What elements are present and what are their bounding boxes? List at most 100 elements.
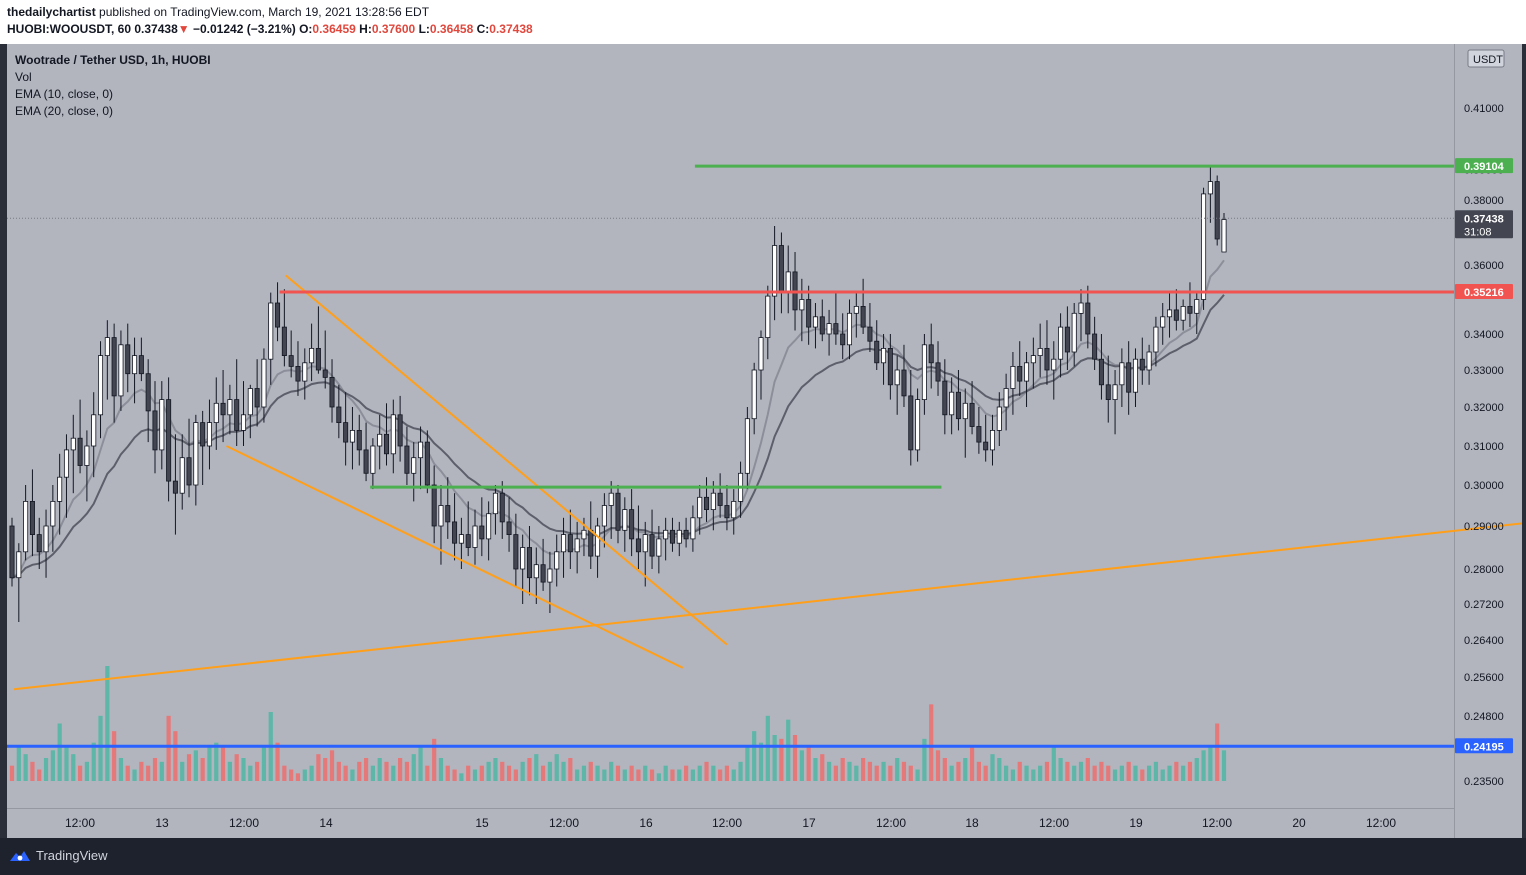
candle-body	[1119, 362, 1125, 386]
volume-bar	[445, 765, 450, 781]
candle-body	[1153, 326, 1159, 353]
volume-bar	[1085, 758, 1090, 781]
volume-bar	[275, 742, 280, 781]
price-tick-label: 0.31000	[1464, 441, 1504, 453]
candle-body	[1180, 305, 1186, 321]
volume-bar	[643, 765, 648, 781]
volume-bar	[30, 761, 35, 781]
volume-bar	[418, 746, 423, 781]
volume-bar	[575, 769, 580, 781]
volume-bar	[806, 746, 811, 781]
volume-bar	[765, 715, 770, 781]
volume-bar	[336, 761, 341, 781]
candle-body	[1214, 181, 1220, 240]
volume-bar	[398, 758, 403, 781]
legend-ema20[interactable]: EMA (20, close, 0)	[15, 104, 114, 118]
volume-bar	[615, 765, 621, 781]
candle-body	[697, 496, 703, 519]
candle-body	[193, 422, 199, 486]
volume-bar	[241, 758, 246, 781]
volume-bar	[697, 765, 702, 781]
legend-volume[interactable]: Vol	[15, 70, 32, 84]
candle-body	[84, 445, 90, 466]
volume-bar	[908, 765, 913, 781]
candle-body	[288, 355, 294, 367]
tradingview-logo[interactable]: TradingView	[8, 848, 108, 863]
candle-body	[669, 529, 675, 544]
candle-body	[397, 414, 403, 447]
volume-bar	[343, 765, 348, 781]
candle-body	[629, 509, 635, 540]
volume-bar	[1201, 750, 1206, 781]
time-tick-label: 18	[965, 816, 979, 830]
candle-body	[635, 538, 641, 553]
legend-ema10[interactable]: EMA (10, close, 0)	[15, 87, 114, 101]
volume-bar	[622, 769, 627, 781]
volume-bar	[568, 758, 573, 781]
volume-bar	[1051, 746, 1056, 781]
price-label-box	[1455, 284, 1513, 299]
candle-body	[1085, 302, 1091, 335]
candle-body	[98, 355, 104, 416]
price-tick-label: 0.27200	[1464, 599, 1504, 611]
price-tick-label: 0.30000	[1464, 480, 1504, 492]
candle-body	[860, 305, 866, 328]
candle-body	[928, 344, 934, 364]
candle-body	[608, 492, 614, 506]
price-label-value: 0.37438	[1464, 213, 1504, 225]
volume-bar	[152, 758, 158, 781]
volume-bar	[963, 758, 968, 781]
volume-bar	[527, 758, 532, 781]
candle-body	[472, 525, 478, 548]
volume-bar	[861, 758, 866, 781]
close-value: 0.37438	[489, 22, 533, 36]
volume-bar	[602, 769, 607, 781]
candle-body	[751, 369, 757, 420]
candle-body	[268, 302, 274, 360]
candle-body	[615, 492, 621, 531]
candle-body	[295, 365, 301, 382]
candle-body	[1126, 362, 1132, 393]
candle-body	[588, 529, 594, 557]
candle-body	[16, 551, 22, 579]
chart-area[interactable]: 0.410000.390000.380000.360000.340000.330…	[7, 44, 1526, 838]
candle-body	[649, 534, 655, 557]
candle-body	[1003, 388, 1009, 408]
volume-bar	[432, 738, 437, 781]
candle-body	[1078, 302, 1084, 314]
volume-bar	[391, 765, 396, 781]
candle-body	[220, 402, 226, 416]
volume-bar	[1181, 765, 1186, 781]
time-tick-label: 15	[475, 816, 489, 830]
volume-bar	[704, 761, 709, 781]
volume-bar	[105, 666, 110, 781]
time-tick-label: 12:00	[1202, 816, 1232, 830]
volume-bar	[472, 769, 478, 781]
candle-body	[778, 245, 784, 293]
volume-bar	[901, 761, 907, 781]
price-label-box	[1455, 210, 1513, 239]
volume-bar	[983, 765, 988, 781]
candle-body	[492, 492, 498, 515]
legend-symbol[interactable]: Wootrade / Tether USD, 1h, HUOBI	[15, 53, 211, 67]
volume-bar	[316, 754, 321, 781]
candle-body	[955, 391, 961, 420]
author-name[interactable]: thedailychartist	[7, 5, 96, 19]
volume-bar	[731, 769, 736, 781]
candle-body	[683, 529, 689, 540]
volume-bar	[636, 769, 641, 781]
candle-body	[704, 496, 710, 510]
price-chart[interactable]: 0.410000.390000.380000.360000.340000.330…	[7, 44, 1526, 838]
last-price: 0.37438	[134, 22, 178, 36]
candle-body	[554, 551, 560, 570]
candle-body	[731, 500, 737, 519]
candle-body	[186, 457, 192, 486]
ascending-trendline	[13, 521, 1526, 691]
volume-bar	[779, 738, 784, 781]
volume-bar	[561, 761, 566, 781]
time-axis-background	[7, 808, 1454, 838]
volume-bar	[1174, 761, 1179, 781]
volume-bar	[656, 773, 661, 781]
candle-body	[275, 302, 281, 328]
high-label: H:	[359, 22, 372, 36]
